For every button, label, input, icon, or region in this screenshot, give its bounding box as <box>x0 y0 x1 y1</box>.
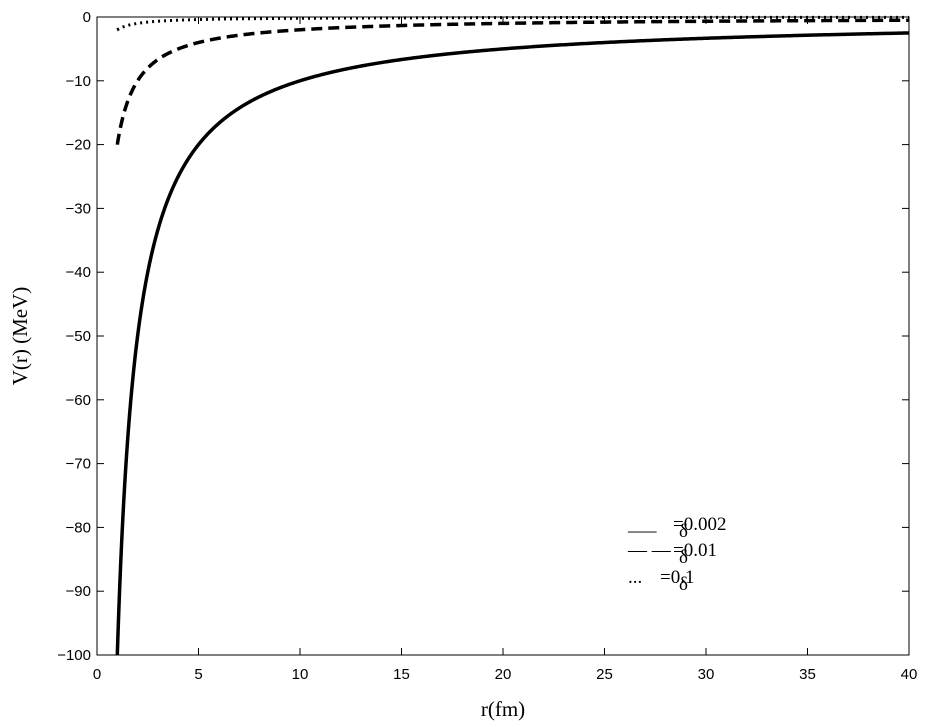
series-line-2 <box>115 18 910 145</box>
y-tick-label: −20 <box>66 137 91 154</box>
x-tick-label: 5 <box>194 666 202 683</box>
legend-marker-1: ___ <box>627 514 657 535</box>
x-tick-label: 10 <box>292 666 309 683</box>
y-tick-label: −60 <box>66 392 91 409</box>
series-line-3 <box>116 15 909 32</box>
y-tick-label: −40 <box>66 264 91 281</box>
series-layer <box>115 15 910 656</box>
x-tick-label: 40 <box>901 666 918 683</box>
x-tick-label: 0 <box>93 666 101 683</box>
y-tick-label: −80 <box>66 519 91 536</box>
legend-text-3: =0.1 <box>660 567 694 588</box>
y-tick-label: −10 <box>66 73 91 90</box>
x-tick-label: 20 <box>495 666 512 683</box>
legend-delta-symbol-3: δ <box>679 574 688 595</box>
plot-frame <box>96 16 910 656</box>
y-axis-ticks: 0 −10 −20 −30 −40 −50 −60 −70 −80 −90 −100 <box>57 9 909 664</box>
series-line-1 <box>115 31 910 656</box>
legend-marker-3: ... <box>628 567 642 588</box>
legend-text-2: =0.01 <box>673 540 717 561</box>
x-axis-ticks: 0 5 10 15 20 25 30 35 40 <box>93 17 918 683</box>
y-tick-label: −100 <box>57 647 91 664</box>
y-tick-label: 0 <box>83 9 91 26</box>
legend-text-1: =0.002 <box>673 514 726 535</box>
y-tick-label: −30 <box>66 200 91 217</box>
legend-marker-2: — — <box>627 540 672 561</box>
legend-delta-symbol-2: δ <box>679 547 688 568</box>
y-tick-label: −50 <box>66 328 91 345</box>
y-tick-label: −70 <box>66 456 91 473</box>
x-axis-label: r(fm) <box>481 697 525 721</box>
x-tick-label: 30 <box>698 666 715 683</box>
x-tick-label: 25 <box>596 666 613 683</box>
x-tick-label: 35 <box>799 666 816 683</box>
y-tick-label: −90 <box>66 583 91 600</box>
y-axis-label: V(r) (MeV) <box>8 287 32 386</box>
x-tick-label: 15 <box>393 666 410 683</box>
legend-delta-symbol-1: δ <box>679 521 688 542</box>
